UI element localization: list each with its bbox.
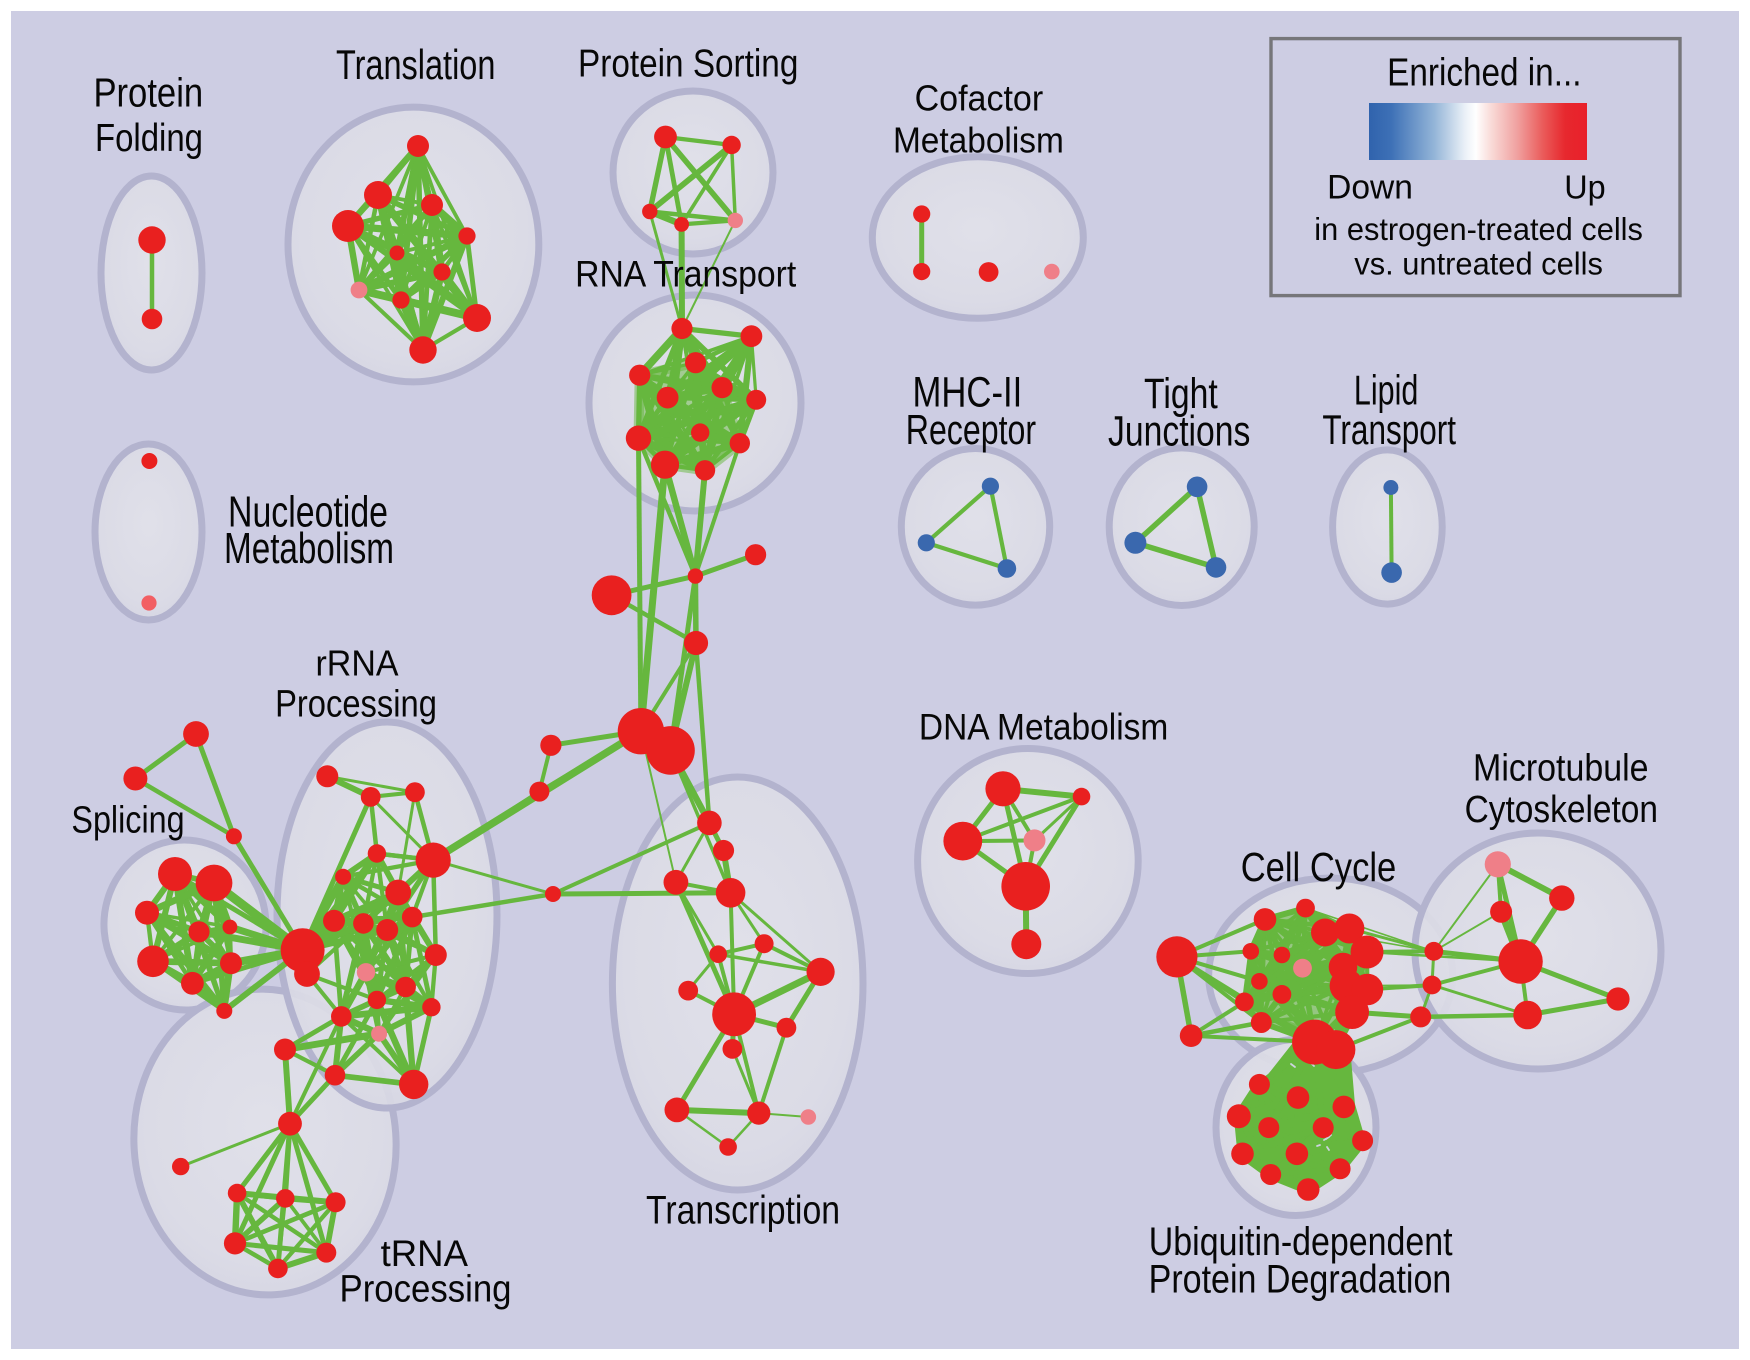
svg-text:Down: Down [1327, 169, 1413, 207]
svg-text:MHC-II: MHC-II [913, 369, 1023, 416]
svg-text:Translation: Translation [336, 41, 495, 88]
svg-text:Lipid: Lipid [1354, 367, 1419, 414]
svg-text:Protein: Protein [93, 69, 203, 115]
svg-text:Cofactor: Cofactor [915, 77, 1044, 118]
svg-text:Up: Up [1564, 170, 1605, 207]
svg-text:Cell Cycle: Cell Cycle [1241, 844, 1397, 890]
svg-text:Processing: Processing [275, 682, 437, 725]
svg-text:Protein Sorting: Protein Sorting [578, 42, 798, 85]
svg-text:Protein Degradation: Protein Degradation [1149, 1258, 1452, 1302]
svg-text:Transcription: Transcription [646, 1189, 840, 1233]
svg-text:vs. untreated cells: vs. untreated cells [1354, 245, 1603, 281]
svg-text:Metabolism: Metabolism [224, 524, 394, 573]
svg-text:rRNA: rRNA [316, 642, 400, 683]
svg-text:Processing: Processing [340, 1268, 512, 1311]
svg-text:Transport: Transport [1322, 406, 1456, 453]
svg-text:RNA Transport: RNA Transport [575, 253, 797, 294]
svg-text:Microtubule: Microtubule [1473, 748, 1649, 790]
svg-text:Tight: Tight [1144, 370, 1218, 418]
svg-text:Splicing: Splicing [71, 799, 184, 841]
svg-text:Metabolism: Metabolism [893, 120, 1064, 161]
svg-text:Ubiquitin-dependent: Ubiquitin-dependent [1149, 1220, 1453, 1264]
svg-text:Junctions: Junctions [1108, 408, 1250, 456]
svg-text:Nucleotide: Nucleotide [228, 487, 388, 536]
svg-text:Enriched in...: Enriched in... [1387, 52, 1581, 95]
svg-text:tRNA: tRNA [381, 1233, 469, 1274]
svg-text:Receptor: Receptor [906, 406, 1036, 453]
svg-text:in estrogen-treated cells: in estrogen-treated cells [1314, 211, 1643, 247]
svg-text:Folding: Folding [95, 117, 203, 160]
svg-text:DNA Metabolism: DNA Metabolism [919, 706, 1168, 747]
svg-text:Cytoskeleton: Cytoskeleton [1465, 789, 1658, 831]
